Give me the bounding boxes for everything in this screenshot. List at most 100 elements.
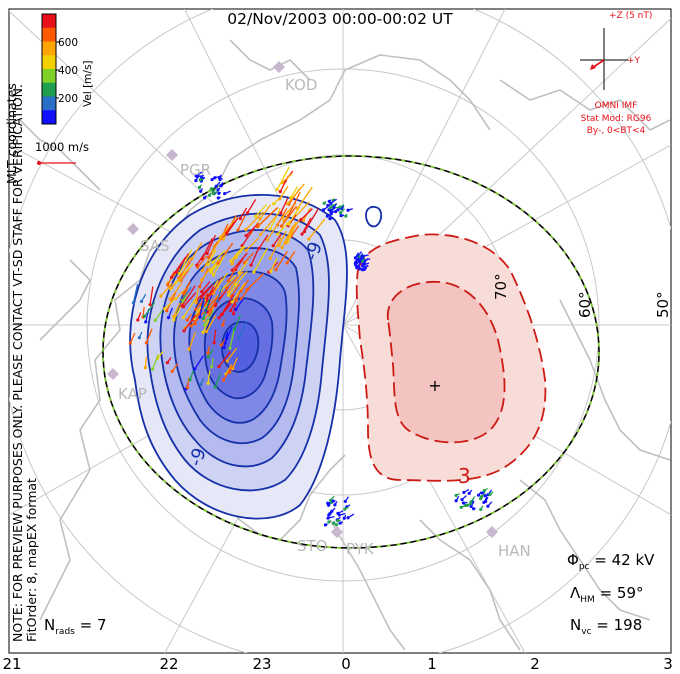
velocity-vector [259, 204, 272, 220]
vector-origin [482, 488, 486, 493]
imf-dial [580, 28, 628, 90]
vector-origin [221, 378, 226, 382]
vector-origin [163, 307, 167, 311]
vector-origin [244, 228, 248, 232]
positive-potential-cell [355, 233, 547, 482]
velocity-vector [214, 373, 221, 388]
velocity-vector [149, 286, 154, 305]
imf-z-label: +Z (5 nT) [609, 11, 653, 21]
vector-origin [479, 497, 483, 501]
vector-origin [459, 505, 463, 510]
velocity-vector [224, 326, 233, 344]
vector-origin [205, 252, 209, 256]
radar-station-marker [331, 526, 343, 538]
velocity-vector [229, 330, 235, 349]
velocity-vector [279, 185, 289, 200]
vector-origin [211, 189, 215, 194]
vector-origin [249, 263, 253, 267]
vector-origin [277, 243, 281, 248]
vector-origin [166, 283, 170, 287]
velocity-vector [196, 287, 210, 301]
vector-origin [200, 290, 204, 294]
vector-origin [302, 230, 307, 234]
vector-origin [469, 504, 473, 509]
vector-origin [462, 490, 466, 495]
vector-origin [301, 218, 306, 223]
velocity-vector [207, 370, 211, 384]
velocity-vector [258, 234, 269, 249]
vector-origin [150, 367, 155, 371]
colorbar-tick-400: 400 [58, 65, 79, 77]
vector-origin [362, 267, 366, 271]
vector-origin [325, 214, 329, 218]
velocity-vector [225, 364, 233, 375]
vector-origin [258, 217, 262, 221]
vector-origin [128, 341, 132, 345]
imf-source: OMNI IMF [594, 101, 638, 111]
vector-origin [185, 318, 189, 322]
vector-origin [223, 192, 227, 196]
mlt-tick-label: 1 [427, 655, 437, 673]
vector-origin [211, 273, 216, 277]
velocity-vector [197, 255, 208, 268]
vector-origin [202, 196, 207, 200]
vector-origin [476, 493, 481, 497]
vector-origin [354, 263, 358, 267]
vector-origin [336, 208, 340, 212]
vector-origin [269, 269, 273, 273]
vector-origin [281, 215, 285, 220]
velocity-vector [238, 260, 249, 274]
vector-origin [219, 184, 223, 188]
vector-origin [217, 316, 221, 320]
vector-origin [236, 228, 240, 232]
vector-origin [322, 201, 326, 205]
vector-origin [225, 286, 229, 290]
vector-origin [165, 361, 170, 365]
vector-origin [321, 208, 326, 212]
velocity-vector [276, 166, 290, 190]
velocity-vector [216, 272, 229, 288]
velocity-vector [246, 199, 257, 214]
vector-origin [338, 521, 342, 525]
vector-origin [232, 328, 236, 332]
vector-origin [212, 341, 216, 345]
vector-origin [275, 187, 279, 192]
vector-origin [358, 260, 362, 264]
latitude-label-60: 60° [576, 291, 594, 318]
velocity-vector [269, 208, 281, 230]
vector-origin [178, 278, 182, 282]
vector-origin [355, 258, 359, 262]
vector-origin [214, 184, 218, 188]
vector-origin [216, 196, 220, 200]
velocity-vector [181, 285, 196, 307]
velocity-vector [160, 282, 173, 297]
velocity-vector [132, 283, 139, 303]
velocity-vector [154, 310, 163, 321]
station-sas: SAS [140, 237, 170, 255]
velocity-vector [272, 233, 282, 247]
vector-origin [181, 315, 185, 320]
velocity-vector [232, 357, 238, 369]
colorbar-tick-200: 200 [58, 93, 79, 105]
latitude-label-50: 50° [654, 291, 672, 318]
vector-origin [207, 255, 211, 259]
vector-origin [172, 318, 176, 322]
velocity-vector [206, 315, 217, 332]
velocity-vector [218, 301, 231, 319]
vector-origin [285, 202, 290, 206]
vector-origin [177, 272, 182, 276]
velocity-vector [281, 225, 294, 248]
vector-origin [194, 307, 198, 312]
vector-origin [278, 190, 282, 194]
vector-origin [211, 260, 215, 264]
vector-origin [237, 336, 241, 341]
vector-origin [201, 330, 205, 334]
vector-origin [206, 381, 210, 385]
vector-origin [483, 494, 487, 498]
velocity-vector [278, 230, 288, 246]
vector-origin [252, 270, 256, 274]
vector-origin [234, 307, 238, 312]
vector-origin [265, 238, 270, 242]
velocity-vector [260, 214, 278, 235]
velocity-vectors [128, 166, 494, 527]
